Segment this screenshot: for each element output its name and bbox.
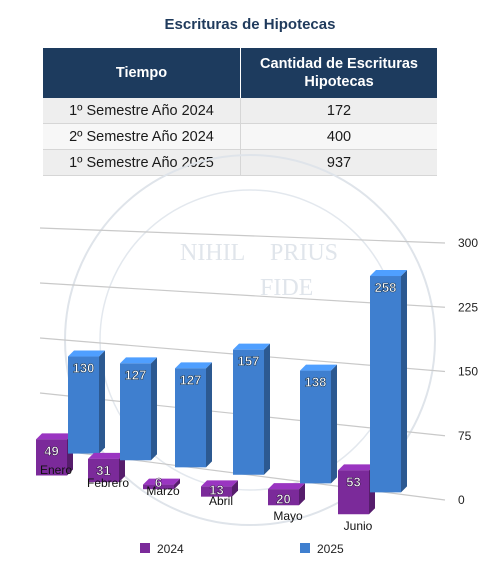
bar-2024 (201, 486, 232, 497)
bar-2025-side (206, 362, 212, 468)
bar-2025 (175, 368, 206, 468)
bar-2025-top (370, 270, 407, 277)
data-label-2025: 138 (305, 375, 327, 390)
data-label-2024: 49 (44, 443, 58, 458)
table-cell-count: 172 (240, 98, 437, 124)
data-label-2024: 31 (96, 463, 110, 478)
header-tiempo: Tiempo (43, 48, 241, 98)
bar-2025 (120, 363, 151, 461)
bar-2025-side (151, 357, 157, 461)
data-label-2025: 157 (238, 354, 260, 369)
bar-2025-side (99, 350, 105, 454)
y-tick-label: 300 (458, 236, 478, 250)
watermark-word: PRIUS (270, 240, 338, 266)
data-label-2024: 13 (209, 483, 223, 498)
x-category-label: Abril (209, 494, 233, 508)
data-label-2024: 53 (346, 474, 360, 489)
x-category-label: Enero (40, 463, 72, 477)
bar-2025 (233, 349, 264, 475)
bar-2025-top (175, 362, 212, 369)
bar-2024-side (299, 483, 305, 506)
legend-label-2024: 2024 (157, 542, 184, 556)
bar-2025-side (401, 270, 407, 493)
data-label-2024: 20 (276, 491, 290, 506)
table-cell-period: 1º Semestre Año 2025 (43, 149, 241, 176)
data-label-2025: 127 (180, 372, 202, 387)
legend-swatch-2024 (140, 543, 150, 553)
bar-2024-top (338, 464, 375, 471)
legend-swatch-2025 (300, 543, 310, 553)
y-tick-label: 75 (458, 429, 472, 443)
bar-2025-top (300, 364, 337, 371)
x-category-label: Febrero (87, 476, 129, 490)
bar-2024-side (232, 480, 238, 497)
bar-2024 (88, 458, 119, 483)
summary-table: Tiempo Cantidad de Escrituras Hipotecas … (43, 48, 437, 176)
bar-2025-top (120, 357, 157, 364)
x-category-label: Mayo (273, 509, 303, 523)
table-row: 1º Semestre Año 2025 937 (43, 149, 437, 176)
table-cell-count: 937 (240, 149, 437, 176)
y-tick-label: 225 (458, 300, 478, 314)
table-header-row: Tiempo Cantidad de Escrituras Hipotecas (43, 48, 437, 98)
table-cell-period: 1º Semestre Año 2024 (43, 98, 241, 124)
table-row: 2º Semestre Año 2024 400 (43, 123, 437, 150)
data-label-2024: 6 (155, 475, 162, 490)
bar-2024-top (36, 433, 73, 440)
bar-2024-top (143, 478, 180, 485)
bar-2025 (300, 370, 331, 484)
data-label-2025: 130 (73, 361, 95, 376)
bar-2025-top (233, 343, 270, 350)
bar-2024 (338, 470, 369, 515)
bar-2024-side (174, 478, 180, 490)
table-cell-period: 2º Semestre Año 2024 (43, 123, 241, 150)
x-category-label: Marzo (146, 484, 180, 498)
y-tick-label: 0 (458, 493, 465, 507)
legend-label-2025: 2025 (317, 542, 344, 556)
bar-2024-top (201, 480, 238, 487)
header-cantidad: Cantidad de Escrituras Hipotecas (240, 48, 437, 98)
bar-2025-side (331, 364, 337, 484)
data-label-2025: 127 (125, 367, 147, 382)
x-category-label: Junio (344, 519, 373, 533)
y-tick-label: 150 (458, 365, 478, 379)
bar-2024 (36, 439, 67, 476)
bar-2025-top (68, 350, 105, 357)
bar-2024-top (268, 483, 305, 490)
bar-2024 (268, 489, 299, 506)
table-row: 1º Semestre Año 2024 172 (43, 98, 437, 124)
bar-2024 (143, 484, 174, 490)
bar-2025-side (264, 343, 270, 475)
gridline (39, 227, 446, 244)
bar-2025 (68, 356, 99, 454)
chart-title: Escrituras de Hipotecas (164, 16, 336, 33)
table-cell-count: 400 (240, 123, 437, 150)
bar-2025 (370, 276, 401, 493)
data-label-2025: 258 (375, 280, 397, 295)
watermark-word: NIHIL (180, 240, 245, 266)
bar-2024-top (88, 452, 125, 459)
